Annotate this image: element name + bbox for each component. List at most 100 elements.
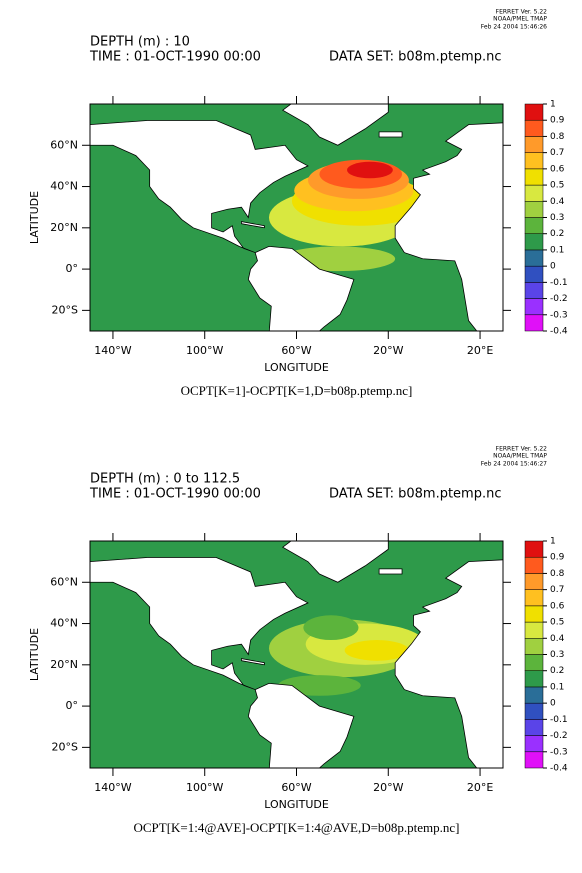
colorbar-band [524,152,544,170]
caption: OCPT[K=1:4@AVE]-OCPT[K=1:4@AVE,D=b08p.pt… [133,820,459,835]
time: TIME : 01-OCT-1990 00:00 [89,50,261,65]
colorbar-band [524,201,544,218]
y-tick-label: 60°N [50,138,78,151]
x-axis-label: LONGITUDE [264,798,329,811]
colorbar-band [524,282,544,299]
colorbar-band [524,217,544,234]
colorbar-label: 0.3 [550,650,564,660]
colorbar-band [524,589,544,607]
y-tick-label: 0° [66,262,79,275]
land [394,122,503,331]
institution: NOAA/PMEL TMAP [493,453,547,460]
colorbar-label: 0.4 [550,634,565,644]
colorbar-label: -0.2 [550,731,568,741]
y-axis-label: LATITUDE [28,191,41,244]
land [90,557,309,690]
colorbar-label: 0.8 [550,132,565,142]
y-tick-label: 40°N [50,617,78,630]
colorbar-label: -0.1 [550,715,568,725]
colorbar-band [524,719,544,736]
colorbar-band [524,621,544,639]
colorbar-label: 0.8 [550,569,565,579]
land [247,682,355,768]
land [282,104,389,146]
colorbar-label: 0.2 [550,229,564,239]
colorbar-label: 0.1 [550,682,564,692]
colorbar-label: -0.3 [550,310,568,320]
colorbar-label: 0.9 [550,116,565,126]
y-tick-label: 20°N [50,221,78,234]
colorbar-band [524,184,544,202]
y-tick-label: 0° [66,699,79,712]
time: TIME : 01-OCT-1990 00:00 [89,487,261,502]
x-tick-label: 140°W [94,344,131,357]
dataset: DATA SET: b08m.ptemp.nc [329,487,502,502]
institution: NOAA/PMEL TMAP [493,16,547,23]
y-tick-label: 60°N [50,575,78,588]
colorbar-label: 0.6 [550,601,565,611]
colorbar-label: -0.1 [550,278,568,288]
colorbar-label: 0.5 [550,181,564,191]
land [241,221,265,229]
colorbar-label: 0.4 [550,197,565,207]
colorbar-band [524,638,544,655]
colorbar-label: 0.9 [550,553,565,563]
timestamp: Feb 24 2004 15:46:26 [481,24,547,31]
timestamp: Feb 24 2004 15:46:27 [481,461,547,468]
colorbar-band [524,265,544,283]
colorbar-label: 0.6 [550,164,565,174]
colorbar-band [524,670,544,688]
land [90,120,309,253]
colorbar-label: 1 [550,537,556,547]
colorbar-band [524,298,544,316]
colorbar-band [524,605,544,623]
colorbar-band [524,702,544,720]
depth: DEPTH (m) : 10 [90,35,190,50]
colorbar-label: -0.4 [550,764,568,774]
x-tick-label: 20°E [467,344,493,357]
colorbar-band [524,654,544,671]
y-tick-label: 40°N [50,180,78,193]
y-axis-label: LATITUDE [28,628,41,681]
field-region [303,615,359,641]
colorbar-label: 0.1 [550,245,564,255]
land [241,658,265,666]
map [90,541,503,768]
x-tick-label: 20°W [373,781,403,794]
colorbar-band [524,233,544,251]
ferret-version: FERRET Ver. 5.22 [496,9,548,16]
colorbar-label: 0.7 [550,148,564,158]
colorbar-label: 1 [550,100,556,110]
colorbar-band [524,686,544,704]
colorbar-label: 0.5 [550,618,564,628]
y-tick-label: 20°S [52,303,78,316]
colorbar-label: 0 [550,262,556,272]
colorbar-label: 0.2 [550,666,564,676]
colorbar-band [524,556,544,574]
y-tick-label: 20°N [50,658,78,671]
colorbar-band [524,168,544,186]
colorbar-label: 0.7 [550,585,564,595]
field-region [346,161,393,179]
colorbar-band [524,573,544,590]
colorbar-label: -0.4 [550,327,568,337]
land [247,245,355,331]
ferret-version: FERRET Ver. 5.22 [496,446,548,453]
colorbar-label: 0 [550,699,556,709]
land [394,559,503,768]
land [378,131,403,138]
x-tick-label: 20°W [373,344,403,357]
x-tick-label: 140°W [94,781,131,794]
x-tick-label: 100°W [186,344,223,357]
colorbar-label: -0.2 [550,294,568,304]
caption: OCPT[K=1]-OCPT[K=1,D=b08p.ptemp.nc] [181,383,413,398]
dataset: DATA SET: b08m.ptemp.nc [329,50,502,65]
colorbar-band [524,735,544,753]
land [282,541,389,583]
colorbar-label: -0.3 [550,747,568,757]
x-tick-label: 60°W [281,344,311,357]
colorbar-band [524,119,544,137]
